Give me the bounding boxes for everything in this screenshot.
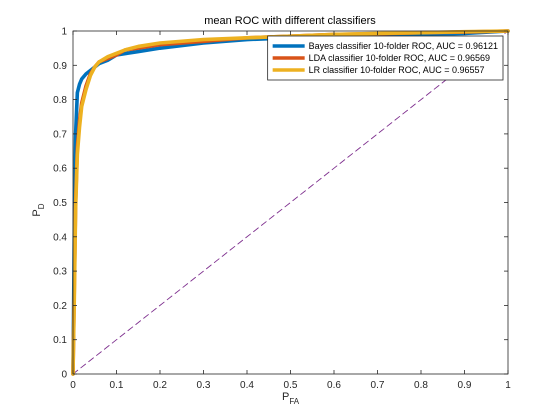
legend-box: [267, 35, 504, 81]
y-tick-label: 0.7: [53, 129, 67, 140]
tick-layer: 0 0.1 0.2 0.3 0.4 0.5 0.6 0.7 0.8 0.9 1 0 0.1 0.2 0.3 0…: [53, 27, 511, 392]
legend-label-1: LDA classifier 10-folder ROC, AUC = 0.96…: [309, 53, 490, 63]
x-tick-label: 0.7: [371, 380, 385, 391]
x-tick-label: 0.4: [240, 380, 254, 391]
y-tick-label: 0.8: [53, 95, 67, 106]
x-axis-label-sub: FA: [289, 397, 299, 406]
x-axis-label-main: P: [282, 391, 289, 403]
y-axis-label-main: P: [31, 209, 43, 216]
y-tick-label: 0.2: [53, 301, 67, 312]
x-tick-label: 0: [70, 380, 76, 391]
y-tick-label: 0.4: [53, 232, 67, 243]
legend-entries: Bayes classifier 10-folder ROC, AUC = 0.…: [272, 41, 498, 75]
y-tick-label: 0.5: [53, 198, 67, 209]
legend-label-2: LR classifier 10-folder ROC, AUC = 0.965…: [309, 65, 485, 75]
x-tick-label: 0.8: [414, 380, 428, 391]
y-tick-label: 1: [61, 27, 67, 38]
x-tick-label: 0.3: [197, 380, 211, 391]
y-tick-label: 0.9: [53, 61, 67, 72]
chart-title: mean ROC with different classifiers: [204, 15, 376, 27]
x-axis-label: PFA: [282, 391, 300, 406]
x-tick-label: 0.5: [284, 380, 298, 391]
series-layer: [71, 29, 510, 376]
y-tick-label: 0.6: [53, 164, 67, 175]
y-tick-label: 0.3: [53, 267, 67, 278]
x-tick-label: 0.2: [153, 380, 167, 391]
y-tick-label: 0: [61, 370, 67, 381]
series-line-2: [71, 29, 510, 376]
chance-diagonal-line: [72, 30, 509, 375]
x-tick-label: 0.9: [458, 380, 472, 391]
legend-label-0: Bayes classifier 10-folder ROC, AUC = 0.…: [309, 41, 498, 51]
x-tick-label: 0.6: [327, 380, 341, 391]
x-tick-label: 0.1: [110, 380, 124, 391]
legend[interactable]: Bayes classifier 10-folder ROC, AUC = 0.…: [267, 35, 504, 81]
y-axis-label-sub: D: [37, 203, 46, 209]
y-axis-label: PD: [31, 203, 46, 216]
plot-area: 0 0.1 0.2 0.3 0.4 0.5 0.6 0.7 0.8 0.9 1 0 0.1 0.2 0.3 0…: [53, 27, 511, 392]
y-tick-label: 0.1: [53, 335, 67, 346]
x-tick-label: 1: [505, 380, 511, 391]
